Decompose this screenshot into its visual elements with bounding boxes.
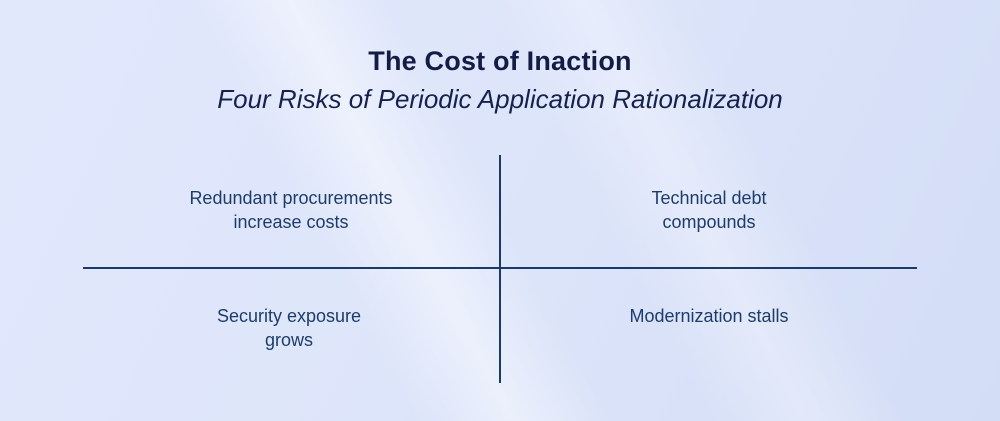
quadrant-bottom-right: Modernization stalls	[529, 304, 889, 328]
quadrant-text-line: Modernization stalls	[629, 306, 789, 326]
quadrant-text-line: Redundant procurements	[189, 188, 393, 208]
quadrant-text-line: Security exposure	[216, 306, 362, 326]
quadrant-text-line: Technical debt	[651, 188, 767, 208]
quadrant-text-line: grows	[264, 330, 313, 350]
quadrant-vertical-divider	[499, 155, 501, 383]
quadrant-top-left: Redundant procurements increase costs	[111, 186, 471, 234]
quadrant-horizontal-divider	[83, 267, 917, 269]
quadrant-text-line: increase costs	[233, 212, 349, 232]
quadrant-text-line: compounds	[662, 212, 756, 232]
quadrant-bottom-left: Security exposure grows	[109, 304, 469, 352]
quadrant-top-right: Technical debt compounds	[529, 186, 889, 234]
page-title: The Cost of Inaction	[368, 46, 632, 76]
page-subtitle: Four Risks of Periodic Application Ratio…	[217, 84, 783, 114]
